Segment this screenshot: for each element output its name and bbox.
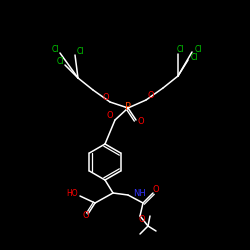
Text: HO: HO — [66, 190, 78, 198]
Text: O: O — [107, 112, 113, 120]
Text: O: O — [138, 118, 144, 126]
Text: Cl: Cl — [176, 44, 184, 54]
Text: NH: NH — [133, 188, 146, 198]
Text: O: O — [83, 212, 89, 220]
Text: Cl: Cl — [190, 52, 198, 62]
Text: P: P — [125, 102, 131, 112]
Text: Cl: Cl — [56, 58, 64, 66]
Text: O: O — [103, 94, 109, 102]
Text: O: O — [153, 186, 159, 194]
Text: Cl: Cl — [194, 44, 202, 54]
Text: O: O — [148, 92, 154, 100]
Text: O: O — [139, 214, 145, 224]
Text: Cl: Cl — [51, 46, 59, 54]
Text: Cl: Cl — [76, 48, 84, 56]
